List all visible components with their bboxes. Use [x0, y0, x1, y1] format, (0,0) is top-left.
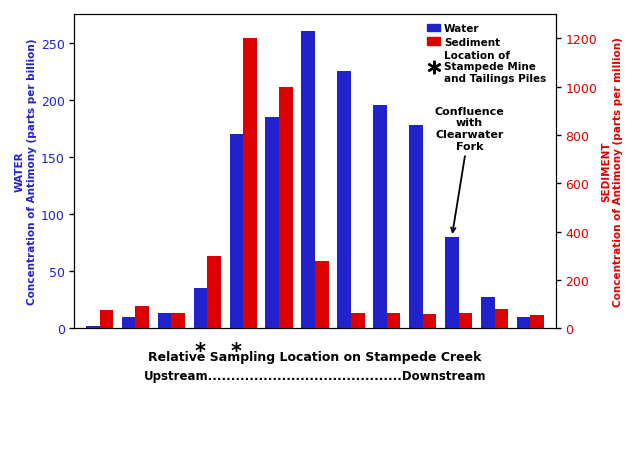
Bar: [351, 313, 364, 329]
Bar: [494, 309, 508, 329]
Bar: [100, 310, 113, 329]
Bar: [158, 314, 172, 329]
Bar: [517, 317, 530, 329]
Text: *: *: [195, 341, 206, 361]
Bar: [481, 298, 494, 329]
Bar: [301, 32, 315, 329]
Bar: [530, 315, 544, 329]
Bar: [459, 313, 472, 329]
Bar: [243, 39, 257, 329]
Bar: [86, 326, 100, 329]
Bar: [315, 261, 329, 329]
Bar: [373, 106, 387, 329]
Bar: [279, 88, 293, 329]
Text: *: *: [231, 341, 242, 361]
Text: Upstream..........................................Downstream: Upstream................................…: [144, 369, 486, 382]
Bar: [230, 135, 243, 329]
Bar: [172, 313, 185, 329]
Y-axis label: WATER
Concentration of Antimony (parts per billion): WATER Concentration of Antimony (parts p…: [15, 39, 36, 305]
Bar: [387, 313, 401, 329]
Text: Confluence
with
Clearwater
Fork: Confluence with Clearwater Fork: [434, 106, 504, 232]
Bar: [445, 238, 459, 329]
Bar: [338, 72, 351, 329]
Bar: [265, 118, 279, 329]
Bar: [193, 288, 207, 329]
Bar: [423, 314, 436, 329]
Bar: [409, 125, 423, 329]
Text: Relative Sampling Location on Stampede Creek: Relative Sampling Location on Stampede C…: [148, 350, 482, 363]
Legend: Water, Sediment, Location of
Stampede Mine
and Tailings Piles: Water, Sediment, Location of Stampede Mi…: [423, 20, 551, 88]
Y-axis label: SEDIMENT
Concentration of Antimony (parts per million): SEDIMENT Concentration of Antimony (part…: [602, 37, 623, 307]
Bar: [207, 256, 221, 329]
Bar: [122, 317, 135, 329]
Bar: [135, 307, 149, 329]
